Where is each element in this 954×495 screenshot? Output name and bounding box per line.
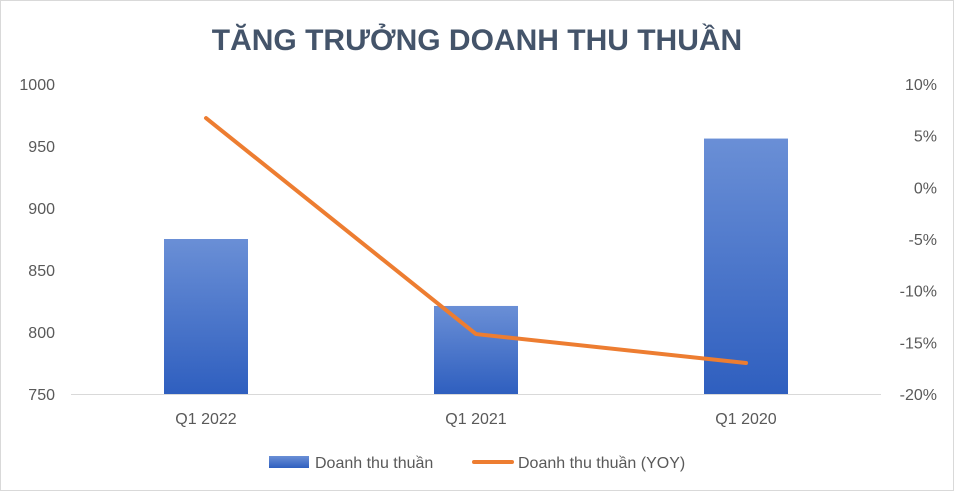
x-tick-label: Q1 2020 xyxy=(715,411,776,428)
chart-title: TĂNG TRƯỞNG DOANH THU THUẦN xyxy=(212,23,742,57)
legend-line-label: Doanh thu thuần (YOY) xyxy=(518,455,685,472)
bars-layer xyxy=(164,138,788,394)
legend-bar-label: Doanh thu thuần xyxy=(315,455,433,472)
yoy-point-q1-2021 xyxy=(474,332,478,336)
yoy-point-q1-2020 xyxy=(744,361,748,365)
left-tick-label: 900 xyxy=(28,201,55,218)
legend: Doanh thu thuần Doanh thu thuần (YOY) xyxy=(269,455,685,472)
left-y-axis: 750 800 850 900 950 1000 xyxy=(19,77,55,404)
right-tick-label: -5% xyxy=(909,232,937,249)
left-tick-label: 800 xyxy=(28,325,55,342)
left-tick-label: 1000 xyxy=(19,77,55,94)
right-tick-label: 0% xyxy=(914,180,937,197)
bar-q1-2022 xyxy=(164,239,248,394)
right-tick-label: -10% xyxy=(900,284,937,301)
bar-q1-2020 xyxy=(704,138,788,394)
right-tick-label: -15% xyxy=(900,335,937,352)
right-y-axis: -20% -15% -10% -5% 0% 5% 10% xyxy=(900,77,937,404)
yoy-point-q1-2022 xyxy=(204,116,208,120)
x-tick-label: Q1 2022 xyxy=(175,411,236,428)
x-axis: Q1 2022 Q1 2021 Q1 2020 xyxy=(175,411,776,428)
left-tick-label: 750 xyxy=(28,387,55,404)
x-tick-label: Q1 2021 xyxy=(445,411,506,428)
right-tick-label: 10% xyxy=(905,77,937,94)
left-tick-label: 950 xyxy=(28,139,55,156)
left-tick-label: 850 xyxy=(28,263,55,280)
line-layer xyxy=(204,116,748,365)
legend-bar-swatch xyxy=(269,456,309,468)
bar-q1-2021 xyxy=(434,305,518,394)
right-tick-label: -20% xyxy=(900,387,937,404)
right-tick-label: 5% xyxy=(914,129,937,146)
